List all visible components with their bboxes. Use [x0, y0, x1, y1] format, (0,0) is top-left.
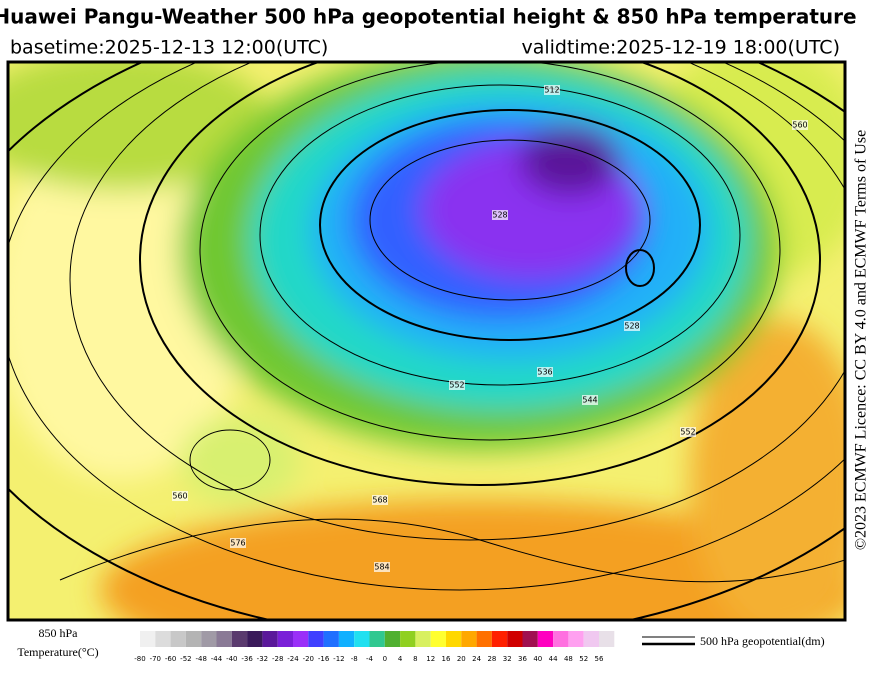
contour-label: 528	[492, 211, 507, 220]
contour-label: 544	[582, 396, 597, 405]
contour-label-bg	[230, 538, 246, 548]
colorbar-label: 28	[487, 655, 496, 663]
colorbar-label: -44	[211, 655, 223, 663]
contour-label: 560	[792, 121, 807, 130]
colorbar-swatch	[354, 631, 370, 647]
contour-label: 512	[544, 86, 559, 95]
colorbar-swatch	[461, 631, 477, 647]
colorbar-label: 24	[472, 655, 481, 663]
colorbar-swatch	[247, 631, 263, 647]
colorbar-label: -8	[351, 655, 358, 663]
colorbar-swatch	[231, 631, 248, 647]
colorbar-label: 32	[503, 655, 512, 663]
colorbar-label: -40	[226, 655, 237, 663]
colorbar-swatch	[599, 631, 615, 647]
colorbar-label: -48	[195, 655, 206, 663]
colorbar-label: -20	[303, 655, 314, 663]
colorbar-label: 8	[413, 655, 417, 663]
legend-title: 850 hPa	[39, 626, 79, 640]
colorbar-swatch	[553, 631, 569, 647]
legend-unit: Temperature(°C)	[17, 645, 98, 659]
title: Huawei Pangu-Weather 500 hPa geopotentia…	[0, 5, 857, 29]
colorbar-swatch	[323, 631, 339, 647]
colorbar-swatch	[583, 631, 599, 647]
colorbar-label: -80	[134, 655, 145, 663]
colorbar-swatch	[262, 631, 278, 647]
colorbar-swatch	[369, 631, 385, 647]
colorbar-label: -24	[287, 655, 299, 663]
colorbar-swatch	[277, 631, 293, 647]
colorbar-swatch	[185, 631, 202, 647]
colorbar-label: 20	[457, 655, 466, 663]
colorbar: -80 -70 -60 -52 -48 -44 -40 -36 -32 -28 -24 -20 -16-…	[134, 631, 615, 663]
contour-label: 560	[172, 492, 187, 501]
colorbar-label: -16	[318, 655, 330, 663]
colorbar-swatch	[384, 631, 401, 647]
contour-label: 552	[449, 381, 464, 390]
validtime: validtime:2025-12-19 18:00(UTC)	[521, 37, 840, 59]
colorbar-swatch	[338, 631, 355, 647]
colorbar-label: 56	[595, 655, 604, 663]
colorbar-swatch	[507, 631, 523, 647]
colorbar-swatch	[430, 631, 446, 647]
contour-label-bg	[544, 85, 560, 95]
colorbar-swatch	[140, 631, 156, 647]
colorbar-swatch	[568, 631, 584, 647]
colorbar-label: 44	[549, 655, 558, 663]
colorbar-label: -70	[150, 655, 161, 663]
colorbar-label: -4	[366, 655, 374, 663]
colorbar-swatch	[522, 631, 538, 647]
colorbar-swatch	[537, 631, 554, 647]
colorbar-swatch	[293, 631, 309, 647]
contour-label-bg	[172, 491, 188, 501]
contour-label-bg	[582, 395, 598, 405]
license: ©2023 ECMWF Licence: CC BY 4.0 and ECMWF…	[853, 130, 870, 550]
colorbar-swatch	[491, 631, 508, 647]
colorbar-swatch	[170, 631, 186, 647]
contour-label-bg	[680, 427, 696, 437]
colorbar-swatch	[155, 631, 171, 647]
contour-label-bg	[449, 380, 465, 390]
contour-label-bg	[792, 120, 808, 130]
contour-label: 576	[230, 539, 245, 548]
colorbar-label: -28	[272, 655, 283, 663]
colorbar-label: -36	[241, 655, 253, 663]
colorbar-label: -32	[257, 655, 268, 663]
colorbar-swatch	[415, 631, 431, 647]
colorbar-swatch	[216, 631, 232, 647]
colorbar-label: 4	[398, 655, 403, 663]
colorbar-label: 40	[533, 655, 542, 663]
colorbar-label: -60	[165, 655, 176, 663]
colorbar-swatch	[201, 631, 217, 647]
contour-label: 528	[624, 322, 639, 331]
colorbar-label: 0	[383, 655, 387, 663]
contour-label: 536	[537, 368, 552, 377]
colorbar-label: 36	[518, 655, 527, 663]
map-frame	[6, 60, 847, 622]
contour-label-bg	[537, 367, 553, 377]
contour-label-bg	[372, 495, 388, 505]
contour-label-bg	[624, 321, 640, 331]
colorbar-swatch	[400, 631, 416, 647]
basetime: basetime:2025-12-13 12:00(UTC)	[10, 37, 328, 59]
colorbar-label: -52	[180, 655, 191, 663]
colorbar-label: 16	[442, 655, 451, 663]
contour-label: 568	[372, 496, 387, 505]
contour-label: 552	[680, 428, 695, 437]
colorbar-swatch	[446, 631, 462, 647]
colorbar-label: 48	[564, 655, 573, 663]
colorbar-label: 52	[579, 655, 588, 663]
contour-label-bg	[492, 210, 508, 220]
colorbar-label: -12	[333, 655, 344, 663]
colorbar-label: 12	[426, 655, 435, 663]
colorbar-swatch	[308, 631, 324, 647]
contour-label: 584	[374, 563, 389, 572]
contour-label-bg	[374, 562, 390, 572]
line-legend-label: 500 hPa geopotential(dm)	[700, 634, 825, 648]
colorbar-swatch	[476, 631, 492, 647]
